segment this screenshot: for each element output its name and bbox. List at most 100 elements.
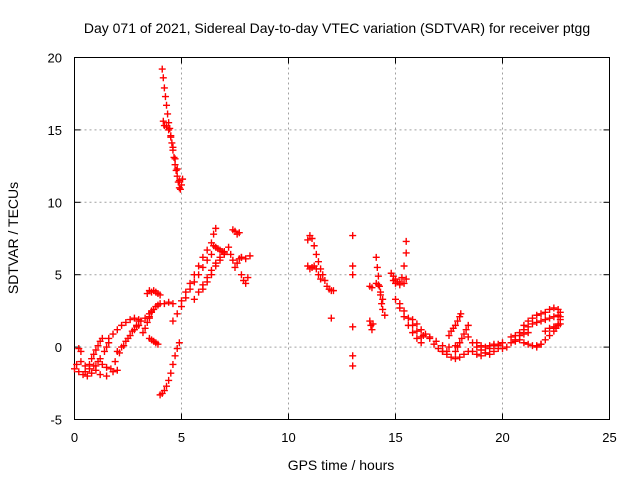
data-point (98, 360, 106, 368)
data-point (312, 250, 320, 258)
data-point (173, 165, 181, 173)
data-point (246, 252, 254, 260)
data-point (524, 323, 532, 331)
data-point (454, 343, 462, 351)
data-point (159, 74, 167, 82)
data-point (141, 324, 149, 332)
series-arc-16 (159, 117, 183, 185)
data-point (477, 352, 485, 360)
data-point (537, 340, 545, 348)
data-point (402, 275, 410, 283)
series-arc-31 (366, 317, 377, 334)
data-point (145, 313, 153, 321)
y-tick-label: 15 (48, 123, 62, 138)
series-arc-42 (451, 321, 472, 355)
data-point (439, 347, 447, 355)
data-point (165, 376, 173, 384)
series-arc-17 (169, 250, 215, 325)
series-arc-27 (304, 262, 325, 283)
data-point (464, 321, 472, 329)
data-point (237, 253, 245, 261)
data-point (473, 339, 481, 347)
data-point (454, 317, 462, 325)
data-point (349, 271, 357, 279)
data-point (550, 304, 558, 312)
series-arc-04 (81, 334, 106, 376)
data-point (308, 235, 316, 242)
data-point (432, 337, 440, 345)
data-point (172, 166, 180, 174)
x-axis-label: GPS time / hours (288, 457, 395, 473)
data-point (490, 340, 498, 348)
data-point (456, 353, 464, 361)
data-point (349, 362, 357, 370)
data-point (122, 337, 130, 345)
data-point (503, 343, 511, 351)
series-arc-36 (392, 295, 425, 347)
series-arc-51 (541, 320, 564, 335)
data-point (520, 339, 528, 347)
data-point (235, 229, 243, 237)
series-arc-30 (366, 282, 376, 292)
data-point (203, 246, 211, 254)
data-point (242, 255, 250, 263)
series-arc-45 (473, 339, 506, 353)
data-point (113, 366, 121, 374)
data-point (392, 279, 399, 287)
data-point (90, 350, 98, 358)
data-point (225, 243, 233, 251)
data-point (426, 333, 434, 341)
data-point (381, 311, 389, 319)
data-point (413, 320, 421, 328)
data-point (396, 300, 404, 308)
series-arc-13 (145, 334, 162, 348)
data-point (507, 333, 515, 341)
data-point (163, 382, 171, 390)
data-point (556, 320, 564, 328)
data-point (379, 305, 387, 313)
data-point (173, 345, 181, 353)
data-point (349, 323, 357, 331)
series-arc-03 (75, 345, 85, 355)
series-arc-19 (190, 248, 228, 303)
data-point (96, 371, 104, 379)
data-point (190, 271, 198, 279)
data-point (126, 332, 134, 340)
data-point (511, 336, 519, 344)
data-point (139, 329, 147, 337)
series-arc-32 (372, 253, 389, 319)
data-point (349, 352, 357, 360)
data-point (419, 332, 427, 340)
data-point (126, 316, 134, 324)
data-point (178, 297, 185, 305)
axis-ticks: 0 5 10 15 20 25 -5 0 5 10 15 20 (48, 51, 617, 446)
data-point (227, 250, 235, 258)
x-tick-label: 15 (388, 430, 402, 445)
data-point (533, 343, 541, 351)
data-point (98, 334, 106, 342)
series-arc-34 (387, 237, 410, 286)
data-point (242, 279, 250, 287)
data-point (175, 177, 183, 185)
data-point (171, 155, 179, 163)
data-point (164, 110, 172, 118)
data-point (130, 314, 138, 322)
data-point (460, 350, 468, 358)
data-point (546, 305, 554, 313)
data-point (103, 363, 111, 371)
data-point (524, 340, 532, 348)
series-arc-22 (227, 250, 245, 271)
series-arc-40 (439, 347, 472, 363)
data-point (220, 250, 228, 258)
data-point (113, 347, 121, 355)
y-axis-label: SDTVAR / TECUs (5, 182, 21, 294)
data-point (195, 262, 203, 270)
data-point (372, 253, 380, 261)
data-point (96, 355, 104, 363)
x-tick-label: 20 (495, 430, 509, 445)
data-point (373, 263, 381, 271)
data-point (105, 334, 113, 342)
data-point (398, 274, 406, 282)
data-point (404, 314, 412, 322)
